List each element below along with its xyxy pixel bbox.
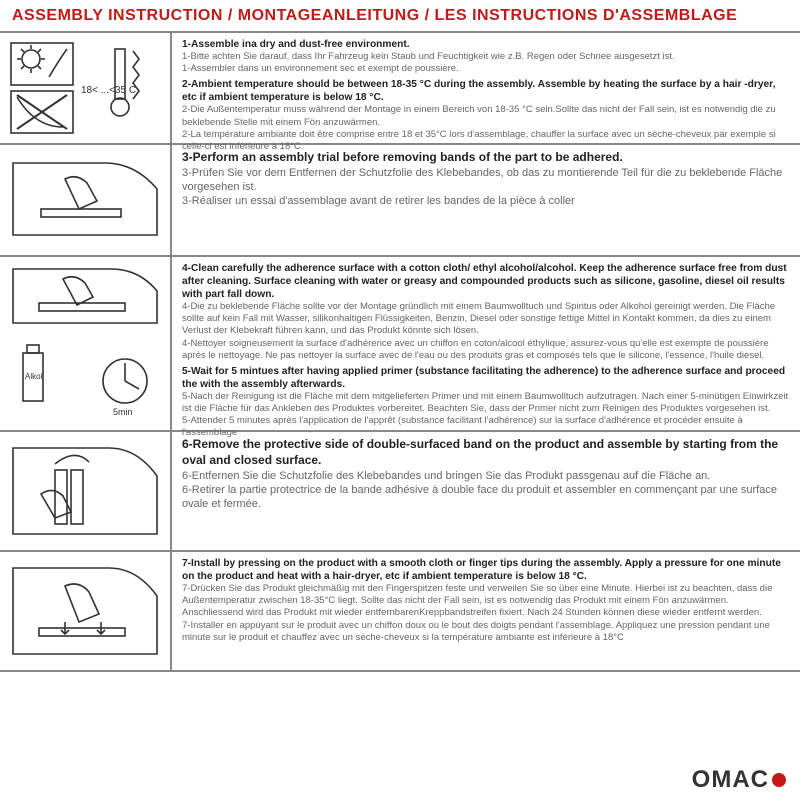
page-title: ASSEMBLY INSTRUCTION / MONTAGEANLEITUNG …: [0, 0, 800, 33]
illustration-peel-apply-icon: [0, 432, 172, 550]
instruction-text: 6-Remove the protective side of double-s…: [172, 432, 800, 550]
instruction-row: 18< ...<35 C 1-Assemble ina dry and dust…: [0, 33, 800, 145]
instruction-row: 7-Install by pressing on the product wit…: [0, 552, 800, 672]
svg-text:18< ...<35 C: 18< ...<35 C: [81, 85, 136, 96]
instruction-lead: 6-Remove the protective side of double-s…: [182, 437, 790, 469]
instruction-row: 6-Remove the protective side of double-s…: [0, 432, 800, 552]
illustration-clean-primer-icon: Alkol 5min: [0, 257, 172, 430]
instruction-row: Alkol 5min 4-Clean carefully the adheren…: [0, 257, 800, 432]
illustration-env-temp-icon: 18< ...<35 C: [0, 33, 172, 143]
instruction-sub: 3-Réaliser un essai d'assemblage avant d…: [182, 194, 790, 208]
instruction-sub: 1-Bitte achten Sie darauf, dass Ihr Fahr…: [182, 51, 790, 63]
instruction-sub: 2-Die Außentemperatur muss während der M…: [182, 104, 790, 128]
instruction-sub: 1-Assembler dans un environnement sec et…: [182, 63, 790, 75]
instruction-sub: 6-Entfernen Sie die Schutzfolie des Kleb…: [182, 469, 790, 483]
instruction-text: 4-Clean carefully the adherence surface …: [172, 257, 800, 430]
instruction-sub: 6-Retirer la partie protectrice de la ba…: [182, 483, 790, 511]
instruction-lead: 7-Install by pressing on the product wit…: [182, 557, 790, 583]
illustration-trial-fit-icon: [0, 145, 172, 255]
instruction-lead: 3-Perform an assembly trial before remov…: [182, 150, 790, 166]
svg-text:5min: 5min: [113, 407, 133, 417]
brand-logo: OMAC: [692, 766, 786, 794]
instruction-sub: 7-Drücken Sie das Produkt gleichmäßig mi…: [182, 583, 790, 619]
instruction-lead: 4-Clean carefully the adherence surface …: [182, 262, 790, 301]
instruction-lead: 5-Wait for 5 mintues after having applie…: [182, 365, 790, 391]
instruction-table: 18< ...<35 C 1-Assemble ina dry and dust…: [0, 33, 800, 672]
instruction-text: 3-Perform an assembly trial before remov…: [172, 145, 800, 255]
instruction-row: 3-Perform an assembly trial before remov…: [0, 145, 800, 257]
instruction-lead: 2-Ambient temperature should be between …: [182, 78, 790, 104]
instruction-sub: 4-Die zu beklebende Fläche sollte vor de…: [182, 301, 790, 337]
instruction-text: 1-Assemble ina dry and dust-free environ…: [172, 33, 800, 143]
instruction-lead: 1-Assemble ina dry and dust-free environ…: [182, 38, 790, 51]
instruction-sub: 3-Prüfen Sie vor dem Entfernen der Schut…: [182, 166, 790, 194]
brand-logo-text: OMAC: [692, 766, 769, 794]
svg-text:Alkol: Alkol: [25, 372, 43, 381]
brand-logo-dot-icon: [772, 773, 786, 787]
instruction-sub: 4-Nettoyer soigneusement la surface d'ad…: [182, 338, 790, 362]
instruction-text: 7-Install by pressing on the product wit…: [172, 552, 800, 670]
instruction-sub: 7-Installer en appuyant sur le produit a…: [182, 620, 790, 644]
illustration-press-install-icon: [0, 552, 172, 670]
instruction-sub: 5-Nach der Reinigung ist die Fläche mit …: [182, 391, 790, 415]
